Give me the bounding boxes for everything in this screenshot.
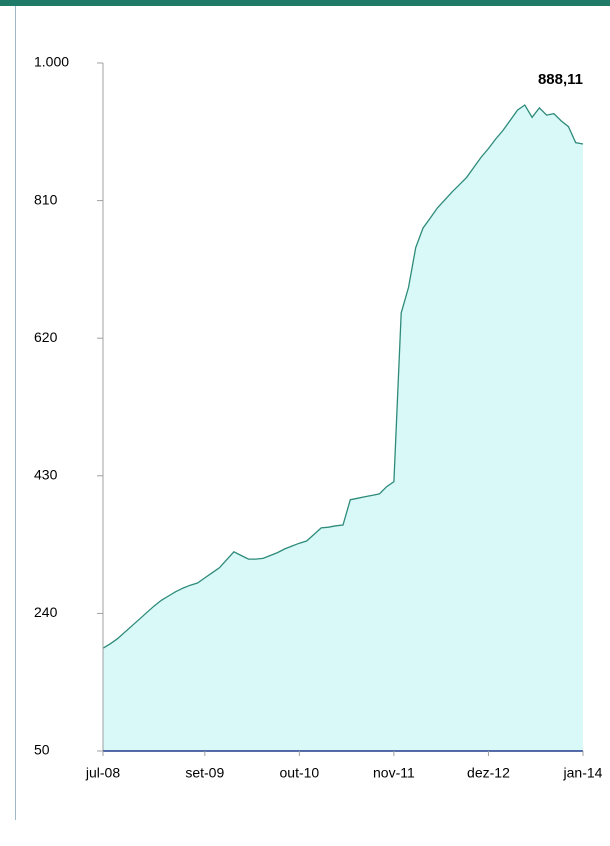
y-tick-label: 50: [34, 742, 50, 758]
x-tick-label: set-09: [185, 765, 224, 781]
x-tick-label: jul-08: [85, 765, 120, 781]
x-tick-label: out-10: [280, 765, 320, 781]
x-tick-label: dez-12: [467, 765, 510, 781]
last-value-label: 888,11: [538, 71, 583, 88]
top-bar: [0, 0, 610, 6]
area-line: [102, 104, 584, 649]
y-tick-label: 240: [34, 604, 58, 620]
x-tick-label: nov-11: [373, 765, 415, 781]
y-tick-label: 1.000: [34, 54, 69, 70]
y-tick-label: 430: [34, 467, 58, 483]
y-tick-label: 810: [34, 191, 58, 207]
area-fill: [103, 105, 583, 751]
x-tick-label: jan-14: [563, 765, 603, 781]
y-tick-label: 620: [34, 329, 58, 345]
